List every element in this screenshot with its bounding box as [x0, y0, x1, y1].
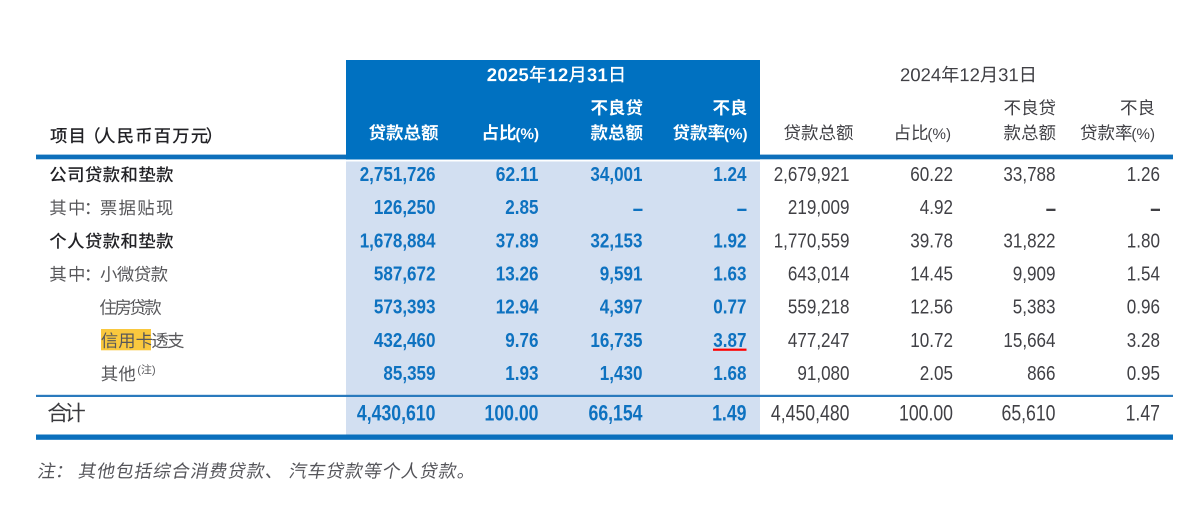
svg-text:4,397: 4,397 [600, 297, 643, 319]
svg-text:85,359: 85,359 [383, 363, 435, 385]
svg-text:4.92: 4.92 [920, 197, 953, 219]
svg-text:0.77: 0.77 [713, 297, 746, 319]
svg-text:12.94: 12.94 [496, 297, 539, 319]
svg-text:866: 866 [1027, 363, 1055, 385]
svg-text:3.87: 3.87 [713, 330, 746, 352]
svg-text:2.85: 2.85 [505, 197, 538, 219]
svg-text:643,014: 643,014 [788, 264, 850, 286]
svg-text:14.45: 14.45 [910, 264, 953, 286]
svg-text:1.54: 1.54 [1127, 264, 1160, 286]
svg-text:31,822: 31,822 [1003, 230, 1055, 252]
svg-text:0.95: 0.95 [1127, 363, 1160, 385]
svg-text:66,154: 66,154 [589, 400, 643, 425]
svg-text:32,153: 32,153 [590, 230, 642, 252]
svg-text:9,591: 9,591 [600, 264, 643, 286]
svg-text:219,009: 219,009 [788, 197, 850, 219]
svg-text:34,001: 34,001 [590, 164, 642, 186]
svg-text:1.80: 1.80 [1127, 230, 1160, 252]
svg-text:1.24: 1.24 [713, 164, 747, 186]
svg-text:5,383: 5,383 [1013, 297, 1056, 319]
svg-text:100.00: 100.00 [899, 400, 953, 425]
svg-text:1,430: 1,430 [600, 363, 643, 385]
svg-text:587,672: 587,672 [374, 264, 436, 286]
svg-text:10.72: 10.72 [910, 330, 953, 352]
svg-text:1.63: 1.63 [713, 264, 746, 286]
svg-text:16,735: 16,735 [590, 330, 642, 352]
svg-text:60.22: 60.22 [910, 164, 953, 186]
svg-text:2,679,921: 2,679,921 [774, 164, 850, 186]
svg-text:1.92: 1.92 [713, 230, 746, 252]
svg-text:1.47: 1.47 [1126, 400, 1160, 425]
svg-text:1.49: 1.49 [712, 400, 746, 425]
svg-text:9,909: 9,909 [1013, 264, 1056, 286]
svg-text:2,751,726: 2,751,726 [360, 164, 436, 186]
svg-text:15,664: 15,664 [1003, 330, 1055, 352]
svg-text:62.11: 62.11 [496, 164, 539, 186]
svg-text:573,393: 573,393 [374, 297, 436, 319]
svg-text:1.93: 1.93 [505, 363, 538, 385]
svg-text:432,460: 432,460 [374, 330, 436, 352]
svg-text:477,247: 477,247 [788, 330, 850, 352]
svg-text:1,770,559: 1,770,559 [774, 230, 850, 252]
svg-text:0.96: 0.96 [1127, 297, 1160, 319]
svg-text:4,430,610: 4,430,610 [357, 400, 436, 425]
svg-text:12.56: 12.56 [910, 297, 953, 319]
svg-text:91,080: 91,080 [797, 363, 849, 385]
svg-text:39.78: 39.78 [910, 230, 953, 252]
svg-text:4,450,480: 4,450,480 [771, 400, 850, 425]
svg-text:33,788: 33,788 [1003, 164, 1055, 186]
svg-text:3.28: 3.28 [1127, 330, 1160, 352]
svg-text:2.05: 2.05 [920, 363, 953, 385]
svg-text:1.68: 1.68 [713, 363, 746, 385]
svg-text:13.26: 13.26 [496, 264, 539, 286]
svg-text:100.00: 100.00 [485, 400, 539, 425]
svg-text:559,218: 559,218 [788, 297, 850, 319]
svg-text:1,678,884: 1,678,884 [360, 230, 436, 252]
svg-text:126,250: 126,250 [374, 197, 436, 219]
svg-text:65,610: 65,610 [1002, 400, 1056, 425]
svg-text:1.26: 1.26 [1127, 164, 1160, 186]
svg-text:9.76: 9.76 [505, 330, 538, 352]
svg-text:37.89: 37.89 [496, 230, 539, 252]
